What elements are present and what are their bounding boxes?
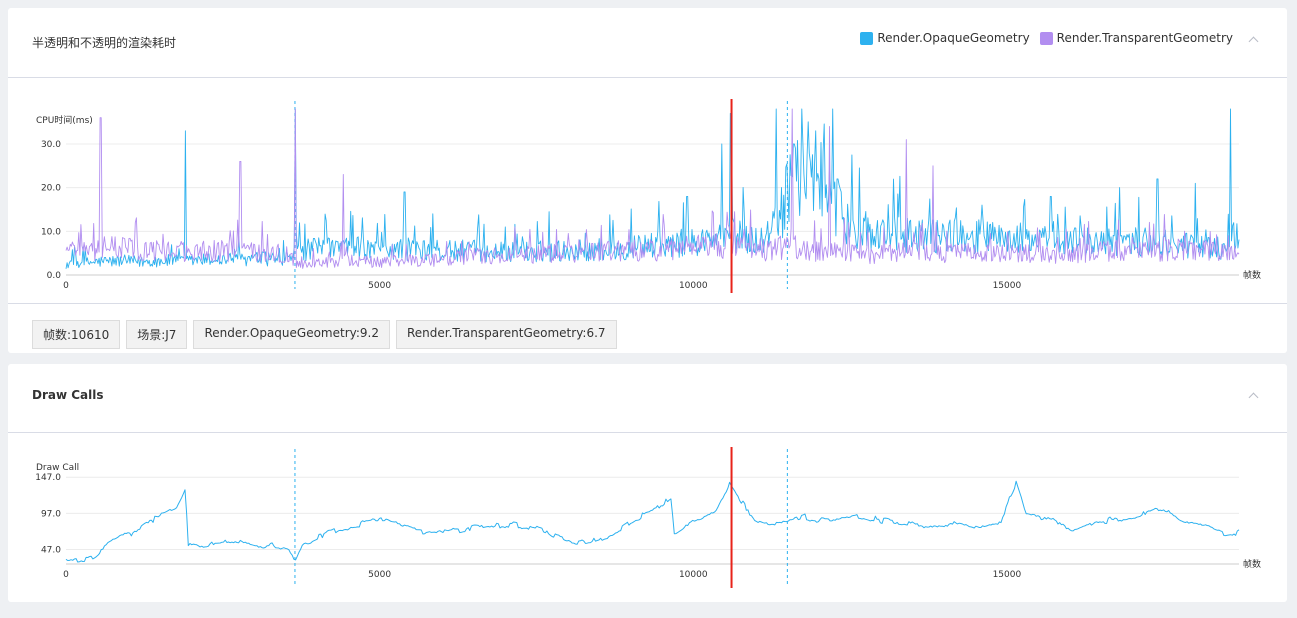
render-cost-panel: 半透明和不透明的渲染耗时 Render.OpaqueGeometry Rende… [8, 8, 1287, 353]
y-axis-label: Draw Call [36, 463, 79, 473]
legend-label-transparent: Render.TransparentGeometry [1056, 31, 1233, 45]
chip-opaque-value: Render.OpaqueGeometry:9.2 [193, 320, 390, 349]
x-tick-label: 10000 [679, 281, 708, 291]
y-tick-label: 10.0 [41, 227, 61, 237]
draw-calls-chart[interactable]: Draw Call 47.0 97.0 147.0 0 5000 10000 15000 帧数 [8, 433, 1287, 598]
series-line-0 [65, 480, 1240, 563]
chip-frame-number: 帧数:10610 [32, 320, 121, 349]
chip-transparent-value: Render.TransparentGeometry:6.7 [395, 320, 617, 349]
draw-calls-panel: Draw Calls Draw Call 47.0 97.0 147.0 0 5000 10… [8, 364, 1287, 602]
x-axis-label: 帧数 [1243, 558, 1261, 570]
collapse-chevron-icon[interactable] [1248, 392, 1259, 403]
x-tick-label: 0 [63, 570, 69, 580]
x-tick-label: 5000 [368, 570, 391, 580]
y-axis-label: CPU时间(ms) [36, 114, 93, 126]
x-tick-label: 10000 [679, 570, 708, 580]
chip-scene: 场景:J7 [126, 320, 188, 349]
chart-legend: Render.OpaqueGeometry Render.Transparent… [860, 31, 1233, 45]
series-line-1 [65, 108, 1240, 269]
series-line-0 [65, 108, 1240, 269]
legend-item-opaque[interactable]: Render.OpaqueGeometry [860, 31, 1030, 45]
y-tick-label: 20.0 [41, 184, 61, 194]
legend-label-opaque: Render.OpaqueGeometry [877, 31, 1030, 45]
legend-item-transparent[interactable]: Render.TransparentGeometry [1039, 31, 1233, 45]
frame-info-bar: 帧数:10610 场景:J7 Render.OpaqueGeometry:9.2… [8, 303, 1287, 354]
frame-info-chips: 帧数:10610 场景:J7 Render.OpaqueGeometry:9.2… [32, 320, 617, 349]
x-tick-label: 15000 [993, 570, 1022, 580]
legend-swatch-transparent [1039, 31, 1053, 45]
draw-calls-header: Draw Calls [8, 364, 1287, 433]
y-tick-label: 97.0 [41, 509, 61, 519]
y-tick-label: 0.0 [47, 271, 62, 281]
render-cost-header: 半透明和不透明的渲染耗时 Render.OpaqueGeometry Rende… [8, 8, 1287, 78]
y-tick-label: 47.0 [41, 546, 61, 556]
collapse-chevron-icon[interactable] [1248, 36, 1259, 47]
x-tick-label: 15000 [993, 281, 1022, 291]
render-cost-title: 半透明和不透明的渲染耗时 [32, 36, 177, 50]
y-tick-label: 147.0 [35, 473, 61, 483]
draw-calls-title: Draw Calls [32, 388, 104, 402]
x-tick-label: 0 [63, 281, 69, 291]
y-tick-label: 30.0 [41, 140, 61, 150]
x-axis-label: 帧数 [1243, 269, 1261, 281]
legend-swatch-opaque [860, 31, 874, 45]
x-tick-label: 5000 [368, 281, 391, 291]
render-cost-chart[interactable]: CPU时间(ms) 0.0 10.0 20.0 30.0 0 5000 10000 15000 帧… [8, 78, 1287, 303]
